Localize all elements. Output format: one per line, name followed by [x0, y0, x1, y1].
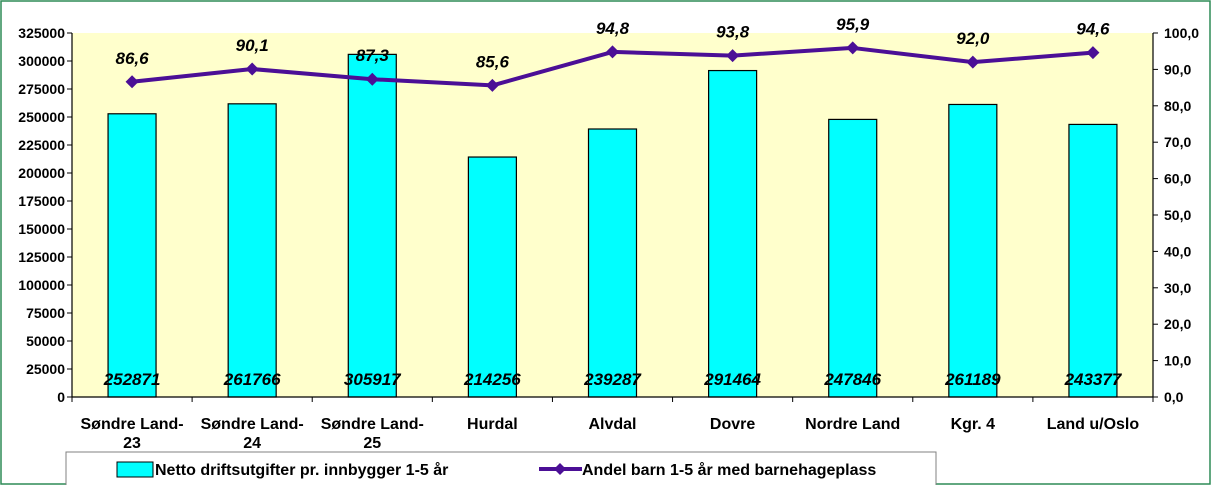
- category-label: Alvdal: [588, 416, 636, 433]
- y-right-tick-label: 0,0: [1164, 389, 1184, 405]
- y-right-tick-label: 100,0: [1164, 25, 1199, 41]
- y-right-tick-label: 60,0: [1164, 171, 1191, 187]
- point-value-label: 90,1: [236, 36, 269, 55]
- y-left-tick-label: 175000: [18, 193, 65, 209]
- bar-2: [227, 103, 277, 398]
- legend-label-line: Andel barn 1-5 år med barnehageplass: [582, 461, 876, 479]
- category-labels: Søndre Land- 23 Søndre Land- 24 Søndre Land-…: [81, 416, 1140, 452]
- bar-3: [347, 53, 397, 398]
- line-point-2: [245, 62, 259, 76]
- point-value-label: 85,6: [476, 52, 510, 71]
- point-value-label: 92,0: [956, 29, 990, 48]
- legend-label-bars: Netto driftsutgifter pr. innbygger 1-5 å…: [155, 461, 448, 479]
- category-label: Kgr. 4: [951, 416, 996, 433]
- y-left-tick-label: 325000: [18, 25, 65, 41]
- point-value-label: 87,3: [356, 46, 390, 65]
- bar-value-label: 247846: [823, 370, 881, 389]
- point-value-label: 93,8: [716, 23, 750, 42]
- bar-9: [1068, 123, 1118, 398]
- y-left-tick-label: 0: [57, 389, 65, 405]
- y-right-tick-label: 50,0: [1164, 207, 1191, 223]
- y-left-tick-label: 250000: [18, 109, 65, 125]
- y-right-tick-label: 70,0: [1164, 134, 1191, 150]
- line-point-6: [726, 49, 740, 63]
- category-label: Søndre Land-: [321, 416, 424, 433]
- y-left-tick-label: 125000: [18, 249, 65, 265]
- line-point-4: [485, 78, 499, 92]
- y-left-tick-label: 300000: [18, 53, 65, 69]
- category-label: Land u/Oslo: [1047, 416, 1140, 433]
- y-left-tick-label: 100000: [18, 277, 65, 293]
- y-left-tick-label: 225000: [18, 137, 65, 153]
- line-point-9: [1086, 46, 1100, 60]
- y-left-tick-label: 150000: [18, 221, 65, 237]
- bar-value-label: 261766: [223, 370, 281, 389]
- point-value-label: 95,9: [836, 15, 870, 34]
- legend-box: [65, 451, 937, 490]
- category-label: 23: [123, 435, 141, 452]
- bar-4: [467, 156, 517, 398]
- legend-line-marker: [554, 463, 566, 475]
- y-left-tick-label: 75000: [26, 305, 65, 321]
- y-right-tick-label: 40,0: [1164, 243, 1191, 259]
- category-label: Søndre Land-: [201, 416, 304, 433]
- bar-8: [948, 103, 998, 398]
- line-point-8: [966, 55, 980, 69]
- y-left-tick-label: 25000: [26, 361, 65, 377]
- bar-7: [828, 118, 878, 398]
- category-label: Hurdal: [467, 416, 518, 433]
- category-label: Søndre Land-: [81, 416, 184, 433]
- line-point-5: [606, 45, 619, 59]
- point-value-label: 94,6: [1076, 20, 1110, 39]
- y-right-tick-label: 10,0: [1164, 353, 1191, 369]
- bar-6: [708, 69, 758, 398]
- line-series: [125, 41, 1100, 92]
- bar-value-label: 239287: [583, 370, 642, 389]
- bar-value-label: 291464: [703, 370, 761, 389]
- y-right-tick-label: 20,0: [1164, 316, 1191, 332]
- bar-1: [107, 113, 157, 398]
- bar-value-label: 214256: [463, 370, 521, 389]
- legend: Netto driftsutgifter pr. innbygger 1-5 å…: [65, 451, 937, 490]
- y-left-tick-label: 50000: [26, 333, 65, 349]
- y-left-tick-label: 200000: [18, 165, 65, 181]
- point-value-label: 86,6: [116, 49, 150, 68]
- point-value-label: 94,8: [596, 19, 630, 38]
- y-right-tick-label: 30,0: [1164, 280, 1191, 296]
- y-left-tick-label: 275000: [18, 81, 65, 97]
- line-point-3: [365, 72, 379, 86]
- bar-5: [587, 128, 638, 398]
- line-point-7: [846, 41, 860, 55]
- bar-value-label: 261189: [944, 370, 1001, 389]
- line-point-1: [125, 75, 139, 89]
- line-data-labels: 86,6 90,1 87,3 85,6 94,8 93,8 95,9 92,0 94,6: [116, 15, 1111, 71]
- y-right-tick-label: 80,0: [1164, 98, 1191, 114]
- bar-value-label: 252871: [103, 370, 161, 389]
- bar-data-labels: 252871 261766 305917 214256 239287 291464 2478…: [103, 370, 1123, 389]
- category-label: 24: [243, 435, 261, 452]
- y-right-tick-label: 90,0: [1164, 61, 1191, 77]
- bar-value-label: 305917: [344, 370, 402, 389]
- category-label: 25: [363, 435, 381, 452]
- category-label: Dovre: [710, 416, 755, 433]
- bar-series: [107, 53, 1118, 398]
- legend-bar-swatch: [116, 461, 154, 478]
- category-label: Nordre Land: [805, 416, 900, 433]
- axes: 0 25000 50000 75000 100000 125000 150000 175000…: [18, 25, 1199, 405]
- bar-value-label: 243377: [1064, 370, 1123, 389]
